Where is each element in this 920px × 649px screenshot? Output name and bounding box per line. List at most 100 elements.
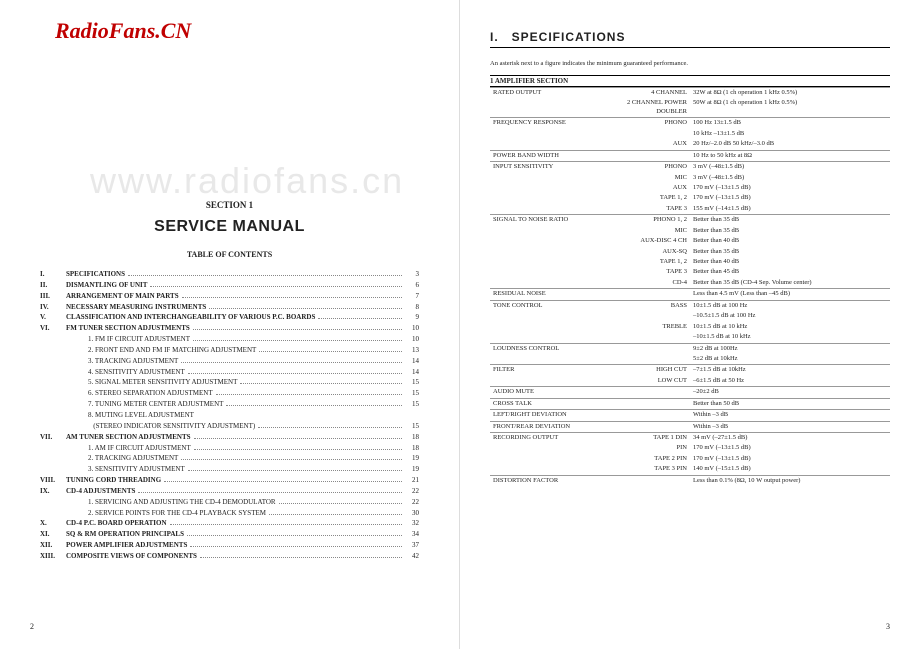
toc-label: 2. TRACKING ADJUSTMENT [88,453,178,464]
toc-leader-dots [226,405,402,406]
spec-parameter: TONE CONTROL [490,300,594,311]
spec-parameter [490,332,594,343]
spec-condition: PHONO [594,118,690,129]
spec-condition: 4 CHANNEL [594,88,690,99]
toc-label: 7. TUNING METER CENTER ADJUSTMENT [88,399,223,410]
toc-row: 2. SERVICE POINTS FOR THE CD-4 PLAYBACK … [40,508,419,519]
spec-value: 9±2 dB at 100Hz [690,343,890,354]
spec-condition: MIC [594,173,690,183]
toc-page-number: 32 [405,518,419,529]
toc-label: DISMANTLING OF UNIT [66,280,147,291]
toc-label: 2. SERVICE POINTS FOR THE CD-4 PLAYBACK … [88,508,266,519]
toc-page-number: 22 [405,486,419,497]
spec-condition: AUX [594,183,690,193]
toc-leader-dots [182,297,402,298]
toc-label: ARRANGEMENT OF MAIN PARTS [66,291,179,302]
spec-row: AUX20 Hz/–2.0 dB 50 kHz/–3.0 dB [490,139,890,150]
toc-label: AM TUNER SECTION ADJUSTMENTS [66,432,191,443]
toc-page-number: 21 [405,475,419,486]
spec-value: 34 mV (–27±1.5 dB) [690,433,890,444]
spec-value: 170 mV (–13±1.5 dB) [690,193,890,203]
spec-condition: HIGH CUT [594,365,690,376]
toc-row: 1. AM IF CIRCUIT ADJUSTMENT18 [40,443,419,454]
spec-parameter [490,236,594,246]
toc-leader-dots [194,449,402,450]
spec-condition: PIN [594,443,690,453]
spec-row: 5±2 dB at 10kHz [490,354,890,365]
spec-condition: TAPE 3 [594,267,690,277]
table-of-contents: I.SPECIFICATIONS3II.DISMANTLING OF UNIT6… [40,269,419,562]
spec-row: TREBLE10±1.5 dB at 10 kHz [490,322,890,332]
toc-number: I. [40,269,66,280]
toc-leader-dots [193,329,402,330]
right-page: I. SPECIFICATIONS An asterisk next to a … [460,0,920,649]
section-label: SECTION 1 [30,200,429,210]
toc-leader-dots [194,438,402,439]
spec-condition [594,332,690,343]
toc-page-number: 15 [405,388,419,399]
spec-condition: AUX-SQ [594,247,690,257]
toc-page-number: 15 [405,399,419,410]
toc-row: 8. MUTING LEVEL ADJUSTMENT [40,410,419,421]
spec-row: RATED OUTPUT4 CHANNEL32W at 8Ω (1 ch ope… [490,88,890,99]
spec-value: Within –3 dB [690,421,890,432]
toc-label: (STEREO INDICATOR SENSITIVITY ADJUSTMENT… [88,421,255,432]
spec-row: INPUT SENSITIVITYPHONO3 mV (–48±1.5 dB) [490,162,890,173]
spec-condition [594,343,690,354]
toc-leader-dots [318,318,402,319]
spec-parameter: INPUT SENSITIVITY [490,162,594,173]
asterisk-note: An asterisk next to a figure indicates t… [490,60,890,67]
toc-leader-dots [259,351,402,352]
spec-value: –6±1.5 dB at 50 Hz [690,376,890,387]
toc-label: COMPOSITE VIEWS OF COMPONENTS [66,551,197,562]
toc-leader-dots [181,459,402,460]
toc-page-number: 42 [405,551,419,562]
toc-page-number: 18 [405,432,419,443]
spec-row: LOW CUT–6±1.5 dB at 50 Hz [490,376,890,387]
spec-parameter [490,183,594,193]
spec-parameter: FRONT/REAR DEVIATION [490,421,594,432]
spec-condition [594,387,690,398]
spec-condition: TAPE 3 PIN [594,464,690,475]
toc-leader-dots [209,308,402,309]
toc-number: XII. [40,540,66,551]
spec-condition: 2 CHANNEL POWER DOUBLER [594,98,690,117]
spec-row: AUDIO MUTE–20±2 dB [490,387,890,398]
spec-row: 2 CHANNEL POWER DOUBLER50W at 8Ω (1 ch o… [490,98,890,117]
spec-row: TAPE 1, 2170 mV (–13±1.5 dB) [490,193,890,203]
toc-page-number: 9 [405,312,419,323]
spec-value: Better than 40 dB [690,236,890,246]
spec-value: 3 mV (–48±1.5 dB) [690,173,890,183]
toc-leader-dots [190,546,402,547]
spec-condition [594,421,690,432]
toc-page-number: 14 [405,367,419,378]
toc-label: 8. MUTING LEVEL ADJUSTMENT [88,410,194,421]
spec-value: 10±1.5 dB at 10 kHz [690,322,890,332]
toc-row: 2. FRONT END AND FM IF MATCHING ADJUSTME… [40,345,419,356]
toc-leader-dots [279,503,402,504]
spec-condition [594,311,690,321]
toc-row: VIII.TUNING CORD THREADING21 [40,475,419,486]
spec-row: FRONT/REAR DEVIATION Within –3 dB [490,421,890,432]
toc-label: SPECIFICATIONS [66,269,125,280]
toc-label: 1. AM IF CIRCUIT ADJUSTMENT [88,443,191,454]
toc-number: XI. [40,529,66,540]
spec-row: AUX-DISC 4 CHBetter than 40 dB [490,236,890,246]
spec-row: 10 kHz –13±1.5 dB [490,129,890,139]
toc-page-number: 22 [405,497,419,508]
spec-value: 170 mV (–13±1.5 dB) [690,443,890,453]
spec-value: 3 mV (–48±1.5 dB) [690,162,890,173]
toc-row: X.CD-4 P.C. BOARD OPERATION32 [40,518,419,529]
toc-label: FM TUNER SECTION ADJUSTMENTS [66,323,190,334]
spec-parameter: FILTER [490,365,594,376]
spec-parameter [490,454,594,464]
toc-page-number: 34 [405,529,419,540]
toc-row: IV.NECESSARY MEASURING INSTRUMENTS8 [40,302,419,313]
spec-value: Better than 35 dB (CD-4 Sep. Volume cent… [690,278,890,289]
spec-condition: TAPE 1, 2 [594,193,690,203]
spec-value: Better than 35 dB [690,247,890,257]
toc-leader-dots [187,535,402,536]
page-number-right: 3 [886,622,890,631]
toc-label: 5. SIGNAL METER SENSITIVITY ADJUSTMENT [88,377,237,388]
spec-row: RESIDUAL NOISELess than 4.5 mV (Less tha… [490,289,890,300]
